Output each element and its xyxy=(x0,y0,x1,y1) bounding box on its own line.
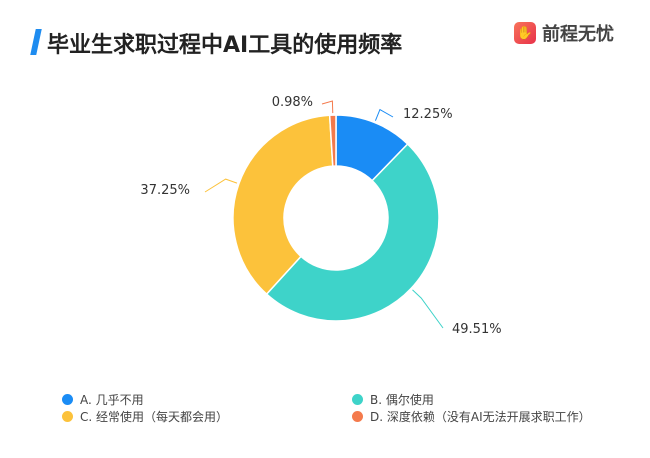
leader-line xyxy=(321,100,334,114)
data-label: 12.25% xyxy=(403,107,453,122)
legend-label: A. 几乎不用 xyxy=(80,393,144,407)
legend-item-d: D. 深度依赖（没有AI无法开展求职工作） xyxy=(352,408,591,425)
hand-icon: ✋ xyxy=(514,22,536,44)
legend-dot xyxy=(352,394,363,405)
donut-slice-b xyxy=(265,142,440,322)
legend-dot xyxy=(352,411,363,422)
legend-dot xyxy=(62,411,73,422)
chart-title: 毕业生求职过程中AI工具的使用频率 xyxy=(47,33,403,58)
legend-label: D. 深度依赖（没有AI无法开展求职工作） xyxy=(370,410,591,424)
legend-item-a: A. 几乎不用 xyxy=(62,391,144,408)
donut-slice-d xyxy=(328,114,337,167)
brand-logo: ✋ 前程无忧 xyxy=(514,20,614,46)
leader-line xyxy=(204,178,238,193)
legend-label: B. 偶尔使用 xyxy=(370,393,434,407)
legend-label: C. 经常使用（每天都会用） xyxy=(80,410,229,424)
data-label: 37.25% xyxy=(140,183,190,198)
data-label: 49.51% xyxy=(452,322,502,337)
leader-line xyxy=(412,289,444,329)
legend-dot xyxy=(62,394,73,405)
legend-item-b: B. 偶尔使用 xyxy=(352,391,434,408)
donut-slice-c xyxy=(232,114,334,296)
data-label: 0.98% xyxy=(272,95,313,110)
leader-line xyxy=(374,108,394,121)
legend-item-c: C. 经常使用（每天都会用） xyxy=(62,408,228,425)
logo-text: 前程无忧 xyxy=(542,24,614,45)
